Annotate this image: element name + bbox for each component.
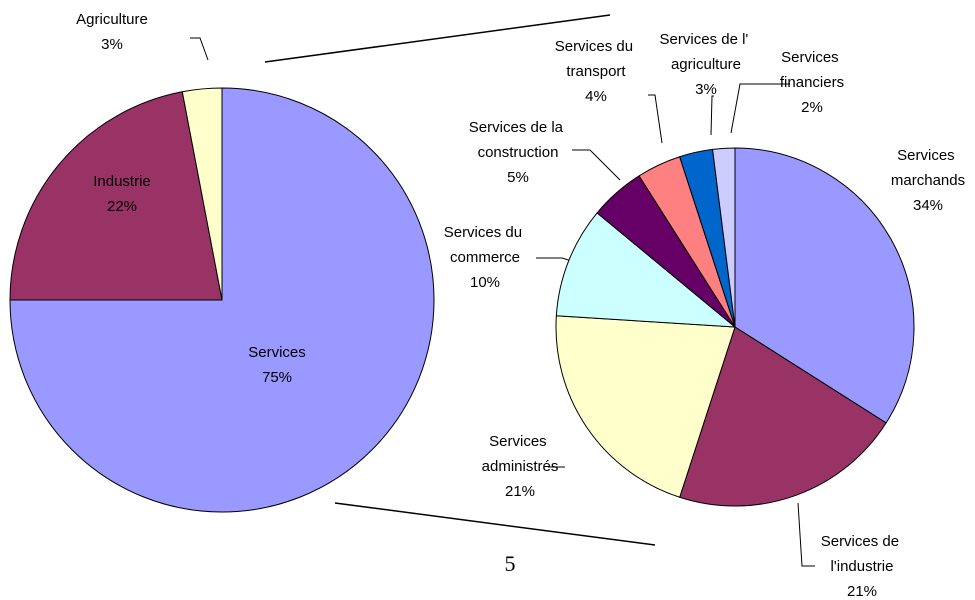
slice-value-label: 21% <box>847 583 877 600</box>
connector-line <box>334 502 656 546</box>
slice-label: Services du commerce <box>444 224 527 266</box>
slice-value-label: 2% <box>801 99 823 116</box>
pie-slice <box>712 147 736 328</box>
slice-label: Services administrés <box>482 433 559 475</box>
slice-value-label: 3% <box>695 81 717 98</box>
slice-label: Services marchands <box>891 147 965 189</box>
pie-slice <box>734 147 915 424</box>
pie-slice <box>181 87 223 301</box>
slice-label: Services de l' agriculture <box>660 31 753 73</box>
pie-slice <box>555 315 736 498</box>
pie-slice <box>9 87 435 513</box>
slice-label: Industrie <box>93 173 151 190</box>
pie-slice <box>9 91 223 301</box>
pie-slice <box>679 326 887 507</box>
slice-label: Agriculture <box>76 11 148 28</box>
slice-value-label: 3% <box>101 36 123 53</box>
slice-value-label: 5% <box>507 169 529 186</box>
slice-value-label: 22% <box>107 198 137 215</box>
slice-label: Services <box>248 344 306 361</box>
pie-slice <box>555 212 737 328</box>
page-number: 5 <box>505 551 516 576</box>
leader-lines <box>190 37 815 567</box>
slice-label: Services du transport <box>555 38 638 80</box>
connector-line <box>264 14 611 63</box>
slice-label: Services de la construction <box>469 119 567 161</box>
slice-value-label: 75% <box>262 369 292 386</box>
slice-value-label: 10% <box>470 274 500 291</box>
slice-value-label: 34% <box>913 197 943 214</box>
slice-label: Services de l'industrie <box>821 533 904 575</box>
slice-value-label: 4% <box>585 88 607 105</box>
slice-value-label: 21% <box>505 483 535 500</box>
slice-label: Services financiers <box>780 49 844 91</box>
